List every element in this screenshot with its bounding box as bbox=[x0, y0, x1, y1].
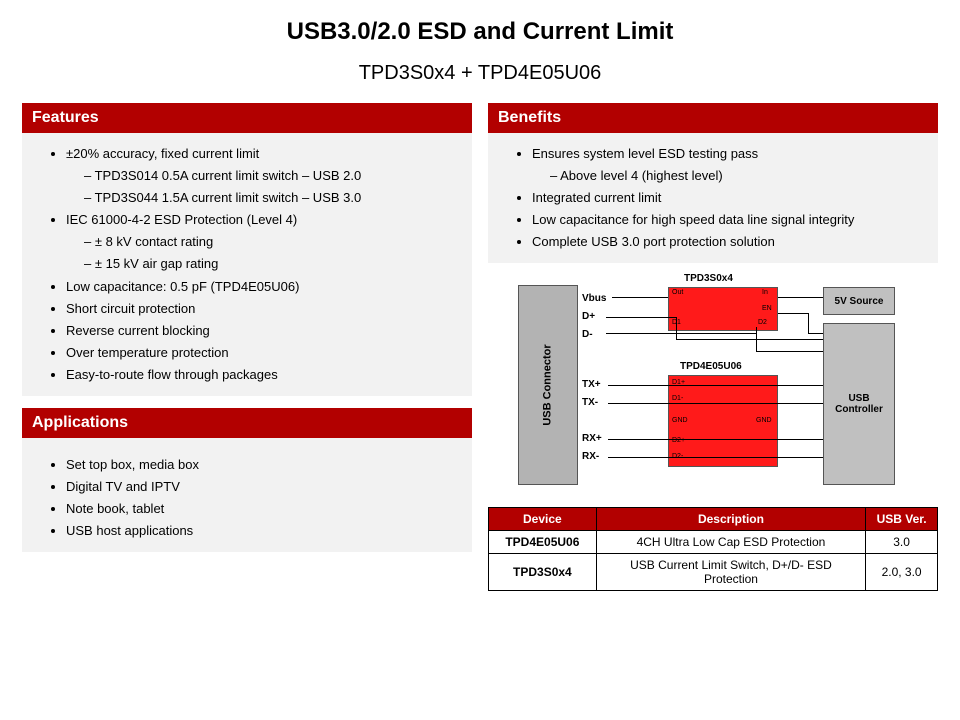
cell-usbver: 3.0 bbox=[866, 531, 938, 554]
application-item: Digital TV and IPTV bbox=[66, 476, 462, 498]
benefit-item: Complete USB 3.0 port protection solutio… bbox=[532, 231, 928, 253]
wire bbox=[808, 313, 809, 333]
th-description: Description bbox=[596, 508, 865, 531]
wire bbox=[608, 457, 823, 458]
device-table: Device Description USB Ver. TPD4E05U06 4… bbox=[488, 507, 938, 591]
feature-subitem: ± 15 kV air gap rating bbox=[84, 253, 462, 275]
feature-item: Easy-to-route flow through packages bbox=[66, 364, 462, 386]
cell-desc: 4CH Ultra Low Cap ESD Protection bbox=[596, 531, 865, 554]
feature-item: Low capacitance: 0.5 pF (TPD4E05U06) bbox=[66, 276, 462, 298]
feature-item: Reverse current blocking bbox=[66, 320, 462, 342]
wire bbox=[756, 351, 823, 352]
pin-rxp: RX+ bbox=[582, 433, 602, 444]
feature-subitem: TPD3S044 1.5A current limit switch – USB… bbox=[84, 187, 462, 209]
cell-desc: USB Current Limit Switch, D+/D- ESD Prot… bbox=[596, 554, 865, 591]
pin-rxm: RX- bbox=[582, 451, 599, 462]
pin-dm: D- bbox=[582, 329, 593, 340]
feature-subitem: TPD3S014 0.5A current limit switch – USB… bbox=[84, 165, 462, 187]
tpd2-gnd1: GND bbox=[672, 417, 688, 424]
benefit-item: Ensures system level ESD testing pass Ab… bbox=[532, 143, 928, 187]
tpd1-en: EN bbox=[762, 305, 772, 312]
wire bbox=[676, 339, 823, 340]
pin-txp: TX+ bbox=[582, 379, 601, 390]
tpd2-d1m: D1- bbox=[672, 395, 683, 402]
table-row: TPD4E05U06 4CH Ultra Low Cap ESD Protect… bbox=[489, 531, 938, 554]
wire bbox=[606, 317, 676, 318]
benefit-subitem: Above level 4 (highest level) bbox=[550, 165, 928, 187]
wire bbox=[612, 297, 668, 298]
feature-item: IEC 61000-4-2 ESD Protection (Level 4) ±… bbox=[66, 209, 462, 275]
usb-connector-block: USB Connector bbox=[518, 285, 578, 485]
pin-txm: TX- bbox=[582, 397, 598, 408]
table-header-row: Device Description USB Ver. bbox=[489, 508, 938, 531]
tpd1-label: TPD3S0x4 bbox=[684, 273, 733, 284]
feature-subitem: ± 8 kV contact rating bbox=[84, 231, 462, 253]
content-columns: Features ±20% accuracy, fixed current li… bbox=[22, 103, 938, 591]
features-body: ±20% accuracy, fixed current limit TPD3S… bbox=[22, 133, 472, 396]
benefits-header: Benefits bbox=[488, 103, 938, 133]
applications-body: Set top box, media box Digital TV and IP… bbox=[22, 438, 472, 552]
tpd2-gnd2: GND bbox=[756, 417, 772, 424]
usb-connector-label: USB Connector bbox=[542, 345, 554, 426]
feature-item: Over temperature protection bbox=[66, 342, 462, 364]
applications-header: Applications bbox=[22, 408, 472, 438]
tpd1-out: Out bbox=[672, 289, 683, 296]
feature-item: Short circuit protection bbox=[66, 298, 462, 320]
src5v-block: 5V Source bbox=[823, 287, 895, 315]
features-header: Features bbox=[22, 103, 472, 133]
cell-device: TPD4E05U06 bbox=[489, 531, 597, 554]
right-column: Benefits Ensures system level ESD testin… bbox=[488, 103, 938, 591]
application-item: Set top box, media box bbox=[66, 454, 462, 476]
tpd1-in: In bbox=[762, 289, 768, 296]
usb-controller-block: USB Controller bbox=[823, 323, 895, 485]
tpd2-label: TPD4E05U06 bbox=[680, 361, 742, 372]
application-item: Note book, tablet bbox=[66, 498, 462, 520]
benefits-panel: Benefits Ensures system level ESD testin… bbox=[488, 103, 938, 263]
wire bbox=[608, 385, 823, 386]
left-column: Features ±20% accuracy, fixed current li… bbox=[22, 103, 472, 591]
th-device: Device bbox=[489, 508, 597, 531]
wire bbox=[808, 333, 823, 334]
feature-item: ±20% accuracy, fixed current limit TPD3S… bbox=[66, 143, 462, 209]
block-diagram: USB Connector Vbus D+ D- TX+ TX- RX+ RX-… bbox=[498, 275, 928, 495]
applications-panel: Applications Set top box, media box Digi… bbox=[22, 408, 472, 552]
wire bbox=[608, 439, 823, 440]
features-panel: Features ±20% accuracy, fixed current li… bbox=[22, 103, 472, 396]
wire bbox=[676, 317, 677, 339]
page-title: USB3.0/2.0 ESD and Current Limit bbox=[22, 18, 938, 46]
pin-vbus: Vbus bbox=[582, 293, 606, 304]
wire bbox=[608, 403, 823, 404]
benefit-item: Integrated current limit bbox=[532, 187, 928, 209]
cell-usbver: 2.0, 3.0 bbox=[866, 554, 938, 591]
wire bbox=[778, 297, 823, 298]
tpd1-d2: D2 bbox=[758, 319, 767, 326]
benefits-body: Ensures system level ESD testing pass Ab… bbox=[488, 133, 938, 263]
benefit-item: Low capacitance for high speed data line… bbox=[532, 209, 928, 231]
wire bbox=[606, 333, 756, 334]
wire bbox=[778, 313, 808, 314]
wire bbox=[756, 327, 757, 351]
table-row: TPD3S0x4 USB Current Limit Switch, D+/D-… bbox=[489, 554, 938, 591]
th-usbver: USB Ver. bbox=[866, 508, 938, 531]
application-item: USB host applications bbox=[66, 520, 462, 542]
cell-device: TPD3S0x4 bbox=[489, 554, 597, 591]
pin-dp: D+ bbox=[582, 311, 595, 322]
page-subtitle: TPD3S0x4 + TPD4E05U06 bbox=[22, 62, 938, 85]
